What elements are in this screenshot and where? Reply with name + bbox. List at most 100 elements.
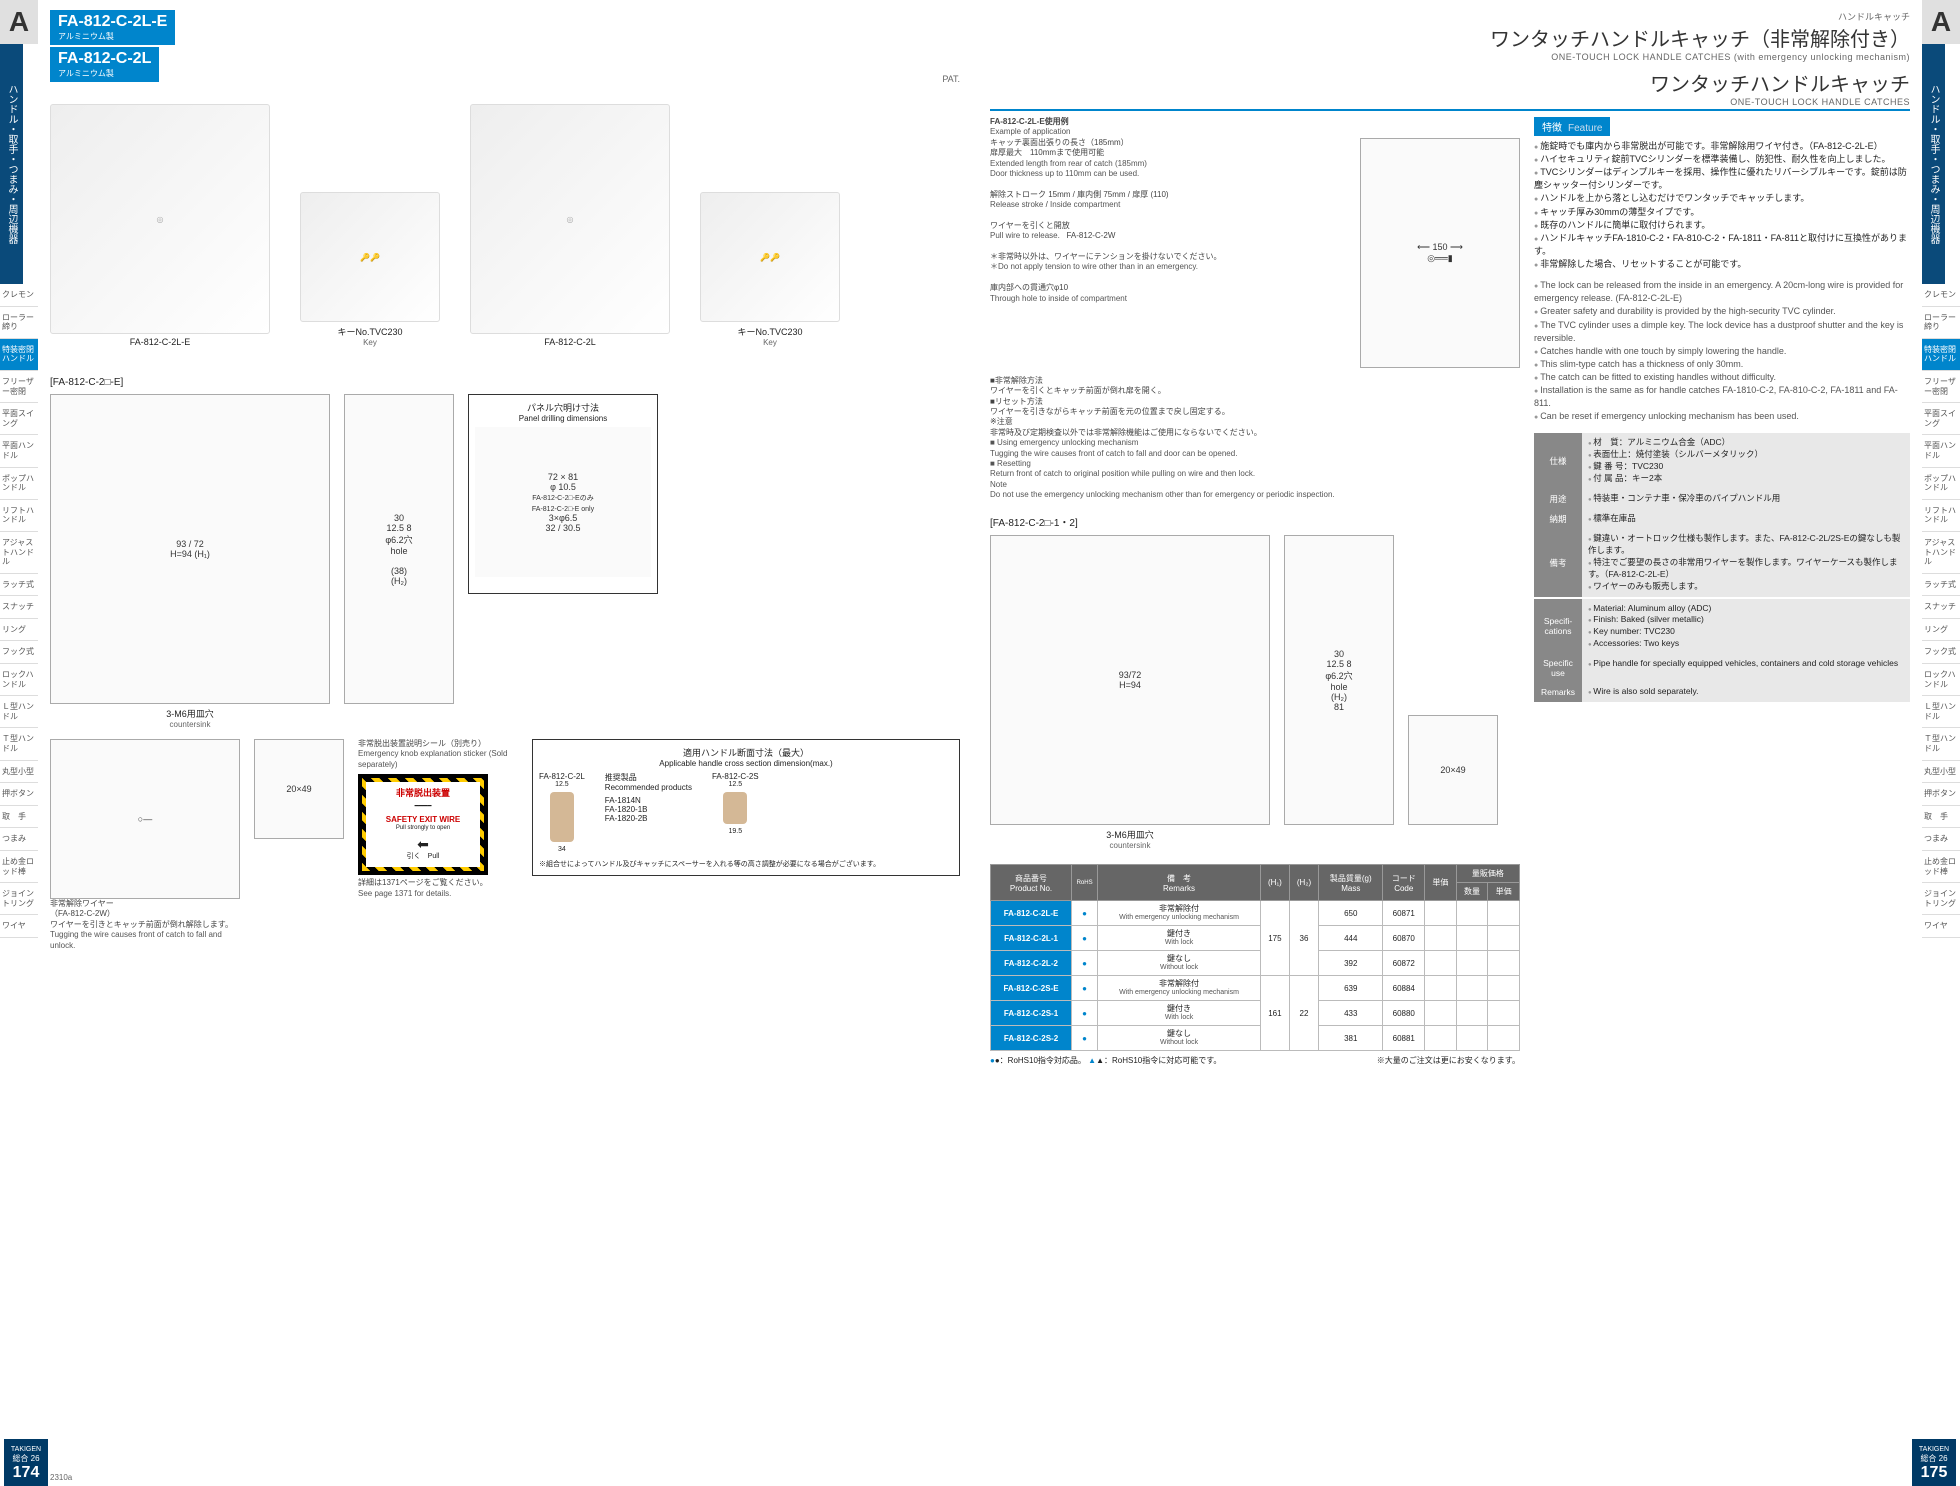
countersink-note: 3-M6用皿穴countersink [990, 828, 1270, 850]
app-example-text: キャッチ裏面出張りの長さ（185mm） 扉厚最大 110mmまで使用可能 Ext… [990, 138, 1352, 368]
nav-item[interactable]: クレモン [1922, 284, 1960, 307]
page-footer-left: TAKIGEN 総合 26 174 [4, 1439, 48, 1486]
table-row: FA-812-C-2L-1●鍵付きWith lock44460870 [991, 926, 1520, 951]
drawing-group-label: [FA-812-C-2□-E] [50, 377, 960, 388]
right-nav-rail: A ハンドル・取手・つまみ・周辺機器 クレモンローラー締り特装密閉ハンドルフリー… [1922, 0, 1960, 1486]
nav-item[interactable]: スナッチ [1922, 596, 1960, 619]
nav-item[interactable]: ラッチ式 [1922, 574, 1960, 597]
nav-item[interactable]: スナッチ [0, 596, 38, 619]
key-caption: キーNo.TVC230Key [700, 325, 840, 347]
nav-item[interactable]: 止め金ロッド棒 [1922, 851, 1960, 883]
product-badges: FA-812-C-2L-E アルミニウム製 FA-812-C-2L アルミニウム… [50, 10, 175, 84]
side-view-drawing-2: 3012.5 8φ6.2穴hole(H₂)81 [1284, 535, 1394, 825]
countersink-note: 3-M6用皿穴countersink [50, 707, 330, 729]
key-drawing: 20×49 [254, 739, 344, 839]
photo-caption: FA-812-C-2L [470, 337, 670, 347]
front-view-drawing: 93 / 72 H=94 (H₁) [50, 394, 330, 704]
nav-item[interactable]: Ｌ型ハンドル [1922, 696, 1960, 728]
nav-item[interactable]: Ｔ型ハンドル [0, 728, 38, 760]
sticker-caption: 非常脱出装置説明シール（別売り）Emergency knob explanati… [358, 739, 518, 770]
nav-item[interactable]: ポップハンドル [0, 468, 38, 500]
nav-item[interactable]: ポップハンドル [1922, 468, 1960, 500]
product-number: FA-812-C-2L [58, 50, 151, 68]
nav-item[interactable]: 特装密閉ハンドル [1922, 339, 1960, 371]
nav-item[interactable]: ローラー締り [1922, 307, 1960, 339]
nav-item[interactable]: リング [0, 619, 38, 642]
nav-item[interactable]: リフトハンドル [0, 500, 38, 532]
wire-caption: 非常解除ワイヤー（FA-812-C-2W） ワイヤーを引きとキャッチ前面が倒れ解… [50, 899, 240, 951]
category-label-jp: ハンドル・取手・つまみ・周辺機器 [1922, 44, 1945, 284]
category-label-jp: ハンドル・取手・つまみ・周辺機器 [0, 44, 23, 284]
section-letter: A [1922, 0, 1960, 44]
product-photo-2l: ◎ [470, 104, 670, 334]
nav-item[interactable]: 特装密閉ハンドル [0, 339, 38, 371]
product-badge: FA-812-C-2L アルミニウム製 [50, 47, 159, 82]
rohs-footnote: ●●：RoHS10指令対応品。 ▲▲：RoHS10指令に対応可能です。 ※大量の… [990, 1055, 1520, 1066]
panel-drill-drawing: 72 × 81φ 10.5FA-812-C-2□-EのみFA-812-C-2□-… [475, 427, 651, 577]
nav-item[interactable]: 平面スイング [0, 403, 38, 435]
wire-drawing: ○— [50, 739, 240, 899]
application-drawing: ⟵ 150 ⟶◎══▮ [1360, 138, 1520, 368]
drawing-group-label: [FA-812-C-2□-1・2] [990, 514, 1520, 529]
patent-mark: PAT. [942, 74, 960, 84]
front-view-drawing-2: 93/72H=94 [990, 535, 1270, 825]
nav-item[interactable]: リフトハンドル [1922, 500, 1960, 532]
nav-item[interactable]: 取 手 [0, 806, 38, 829]
nav-item[interactable]: ラッチ式 [0, 574, 38, 597]
nav-item[interactable]: ローラー締り [0, 307, 38, 339]
nav-item[interactable]: Ｌ型ハンドル [0, 696, 38, 728]
key-drawing-2: 20×49 [1408, 715, 1498, 825]
key-photo: 🔑🔑 [300, 192, 440, 322]
product-material: アルミニウム製 [58, 31, 167, 42]
emergency-instructions: ■非常解除方法ワイヤーを引くとキャッチ前面が倒れ扉を開く。 ■リセット方法ワイヤ… [990, 376, 1520, 501]
nav-item[interactable]: クレモン [0, 284, 38, 307]
page-175: ハンドルキャッチ ワンタッチハンドルキャッチ（非常解除付き） ONE-TOUCH… [990, 10, 1910, 1440]
key-photo: 🔑🔑 [700, 192, 840, 322]
key-caption: キーNo.TVC230Key [300, 325, 440, 347]
product-number: FA-812-C-2L-E [58, 13, 167, 31]
photo-caption: FA-812-C-2L-E [50, 337, 270, 347]
nav-item[interactable]: 押ボタン [1922, 783, 1960, 806]
nav-item[interactable]: アジャストハンドル [0, 532, 38, 574]
nav-item[interactable]: リング [1922, 619, 1960, 642]
page-174: FA-812-C-2L-E アルミニウム製 FA-812-C-2L アルミニウム… [50, 10, 960, 1440]
revision-code: 2310a [50, 1473, 72, 1482]
product-material: アルミニウム製 [58, 68, 151, 79]
nav-item[interactable]: フリーザー密閉 [0, 371, 38, 403]
nav-item[interactable]: つまみ [1922, 828, 1960, 851]
nav-item[interactable]: 押ボタン [0, 783, 38, 806]
table-row: FA-812-C-2L-E●非常解除付With emergency unlock… [991, 901, 1520, 926]
nav-item[interactable]: つまみ [0, 828, 38, 851]
section-letter: A [0, 0, 38, 44]
nav-item[interactable]: 止め金ロッド棒 [0, 851, 38, 883]
nav-item[interactable]: ジョイントリング [0, 883, 38, 915]
nav-item[interactable]: ワイヤ [1922, 915, 1960, 938]
nav-item[interactable]: 平面ハンドル [0, 435, 38, 467]
feature-list-en: The lock can be released from the inside… [1534, 275, 1910, 427]
page-title-block: ハンドルキャッチ ワンタッチハンドルキャッチ（非常解除付き） ONE-TOUCH… [990, 10, 1910, 107]
table-row: FA-812-C-2S-1●鍵付きWith lock43360880 [991, 1001, 1520, 1026]
side-view-drawing: 3012.5 8φ6.2穴hole(38)(H₂) [344, 394, 454, 704]
product-badge: FA-812-C-2L-E アルミニウム製 [50, 10, 175, 45]
nav-item[interactable]: Ｔ型ハンドル [1922, 728, 1960, 760]
nav-item[interactable]: ロックハンドル [0, 664, 38, 696]
nav-item[interactable]: フック式 [1922, 641, 1960, 664]
nav-item[interactable]: ロックハンドル [1922, 664, 1960, 696]
nav-item[interactable]: 平面スイング [1922, 403, 1960, 435]
table-row: FA-812-C-2L-2●鍵なしWithout lock39260872 [991, 951, 1520, 976]
nav-item[interactable]: ワイヤ [0, 915, 38, 938]
panel-drilling-box: パネル穴明け寸法Panel drilling dimensions 72 × 8… [468, 394, 658, 594]
table-row: FA-812-C-2S-E●非常解除付With emergency unlock… [991, 976, 1520, 1001]
nav-item[interactable]: 丸型小型 [1922, 761, 1960, 784]
nav-item[interactable]: 丸型小型 [0, 761, 38, 784]
nav-item[interactable]: 平面ハンドル [1922, 435, 1960, 467]
nav-item[interactable]: アジャストハンドル [1922, 532, 1960, 574]
product-table: 商品番号Product No. RoHS 備 考Remarks (H₁) (H₂… [990, 864, 1520, 1051]
page-footer-right: TAKIGEN 総合 26 175 [1912, 1439, 1956, 1486]
feature-header: 特徴Feature [1534, 117, 1610, 136]
nav-item[interactable]: フック式 [0, 641, 38, 664]
nav-item[interactable]: ジョイントリング [1922, 883, 1960, 915]
nav-item[interactable]: 取 手 [1922, 806, 1960, 829]
nav-item[interactable]: フリーザー密閉 [1922, 371, 1960, 403]
table-row: FA-812-C-2S-2●鍵なしWithout lock38160881 [991, 1026, 1520, 1051]
